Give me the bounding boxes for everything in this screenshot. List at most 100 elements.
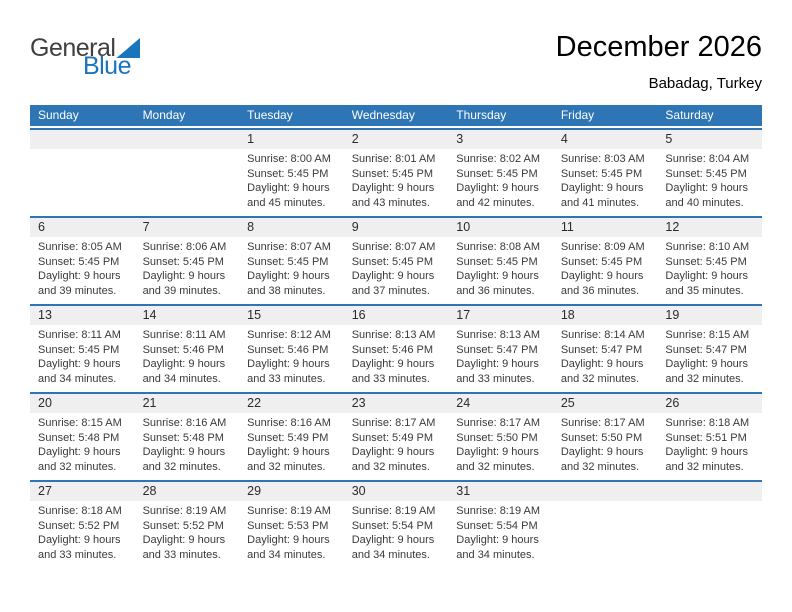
daylight-text: Daylight: 9 hours and 33 minutes. <box>247 358 330 385</box>
calendar-cell-empty <box>30 130 135 216</box>
sunset-text: Sunset: 5:45 PM <box>456 255 538 268</box>
calendar-cell-day-3: 3 Sunrise: 8:02 AM Sunset: 5:45 PM Daylight… <box>448 130 553 216</box>
sunrise-text: Sunrise: 8:02 AM <box>456 153 541 165</box>
weekday-header-sunday: Sunday <box>38 108 79 122</box>
calendar-table: Sunday Monday Tuesday Wednesday Thursday Frid… <box>30 105 762 568</box>
calendar-cell-day-31: 31 Sunrise: 8:19 AM Sunset: 5:54 PM Dayligh… <box>448 482 553 568</box>
day-number: 20 <box>30 394 135 413</box>
weekday-header-tuesday: Tuesday <box>247 108 293 122</box>
sunset-text: Sunset: 5:48 PM <box>142 431 224 444</box>
day-details: Sunrise: 8:01 AM Sunset: 5:45 PM Daylight:… <box>344 149 449 210</box>
day-number: 6 <box>30 218 135 237</box>
sunrise-text: Sunrise: 8:17 AM <box>456 417 541 429</box>
sunset-text: Sunset: 5:53 PM <box>247 519 329 532</box>
daylight-text: Daylight: 9 hours and 32 minutes. <box>142 446 226 473</box>
sunset-text: Sunset: 5:45 PM <box>38 343 120 356</box>
week-row: 27 Sunrise: 8:18 AM Sunset: 5:52 PM Dayligh… <box>30 480 762 568</box>
sunset-text: Sunset: 5:52 PM <box>38 519 120 532</box>
weekday-header-friday: Friday <box>560 108 595 122</box>
daylight-text: Daylight: 9 hours and 45 minutes. <box>247 182 330 209</box>
daylight-text: Daylight: 9 hours and 40 minutes. <box>665 182 748 209</box>
daylight-text: Daylight: 9 hours and 34 minutes. <box>351 534 435 561</box>
day-number: 10 <box>448 218 553 237</box>
day-details: Sunrise: 8:10 AM Sunset: 5:45 PM Daylight:… <box>657 237 762 298</box>
sunrise-text: Sunrise: 8:01 AM <box>351 153 436 165</box>
sunrise-text: Sunrise: 8:18 AM <box>665 417 750 429</box>
sunrise-text: Sunrise: 8:10 AM <box>665 241 750 253</box>
calendar-cell-day-29: 29 Sunrise: 8:19 AM Sunset: 5:53 PM Dayligh… <box>239 482 344 568</box>
sunset-text: Sunset: 5:45 PM <box>665 255 747 268</box>
day-details: Sunrise: 8:00 AM Sunset: 5:45 PM Daylight:… <box>239 149 344 210</box>
day-number: 2 <box>343 130 449 149</box>
day-number: 7 <box>134 218 240 237</box>
sunrise-text: Sunrise: 8:15 AM <box>38 417 122 429</box>
daylight-text: Daylight: 9 hours and 34 minutes. <box>142 358 226 385</box>
sunset-text: Sunset: 5:54 PM <box>351 519 434 532</box>
sunrise-text: Sunrise: 8:17 AM <box>560 417 645 429</box>
calendar-cell-day-28: 28 Sunrise: 8:19 AM Sunset: 5:52 PM Dayligh… <box>134 482 240 568</box>
day-number: 29 <box>239 482 344 501</box>
sunrise-text: Sunrise: 8:09 AM <box>560 241 645 253</box>
calendar-cell-day-14: 14 Sunrise: 8:11 AM Sunset: 5:46 PM Dayligh… <box>134 306 240 392</box>
day-details: Sunrise: 8:07 AM Sunset: 5:45 PM Daylight:… <box>344 237 449 298</box>
day-number: 28 <box>134 482 240 501</box>
day-details: Sunrise: 8:02 AM Sunset: 5:45 PM Daylight:… <box>448 149 553 210</box>
day-details: Sunrise: 8:19 AM Sunset: 5:54 PM Daylight:… <box>344 501 449 562</box>
sunrise-text: Sunrise: 8:13 AM <box>456 329 541 341</box>
calendar-cell-day-7: 7 Sunrise: 8:06 AM Sunset: 5:45 PM Daylight… <box>134 218 240 304</box>
weekday-header-monday: Monday <box>142 108 186 122</box>
sunrise-text: Sunrise: 8:06 AM <box>142 241 227 253</box>
daylight-text: Daylight: 9 hours and 33 minutes. <box>351 358 435 385</box>
sunset-text: Sunset: 5:45 PM <box>560 255 643 268</box>
sunrise-text: Sunrise: 8:04 AM <box>665 153 750 165</box>
day-number: 9 <box>343 218 449 237</box>
daylight-text: Daylight: 9 hours and 32 minutes. <box>560 446 644 473</box>
week-row: 13 Sunrise: 8:11 AM Sunset: 5:45 PM Dayligh… <box>30 304 762 392</box>
day-number: 8 <box>239 218 344 237</box>
daylight-text: Daylight: 9 hours and 32 minutes. <box>247 446 330 473</box>
sunset-text: Sunset: 5:52 PM <box>142 519 224 532</box>
day-details: Sunrise: 8:13 AM Sunset: 5:47 PM Daylight:… <box>448 325 553 386</box>
sunset-text: Sunset: 5:46 PM <box>247 343 329 356</box>
sunset-text: Sunset: 5:46 PM <box>351 343 434 356</box>
daylight-text: Daylight: 9 hours and 34 minutes. <box>456 534 539 561</box>
day-details: Sunrise: 8:13 AM Sunset: 5:46 PM Daylight:… <box>344 325 449 386</box>
daylight-text: Daylight: 9 hours and 32 minutes. <box>38 446 121 473</box>
day-details: Sunrise: 8:15 AM Sunset: 5:48 PM Daylight:… <box>30 413 135 474</box>
day-number: 18 <box>552 306 658 325</box>
calendar-cell-day-19: 19 Sunrise: 8:15 AM Sunset: 5:47 PM Dayligh… <box>657 306 762 392</box>
sunset-text: Sunset: 5:50 PM <box>456 431 538 444</box>
calendar-cell-day-16: 16 Sunrise: 8:13 AM Sunset: 5:46 PM Dayligh… <box>343 306 449 392</box>
calendar-cell-day-1: 1 Sunrise: 8:00 AM Sunset: 5:45 PM Daylight… <box>239 130 344 216</box>
sunrise-text: Sunrise: 8:05 AM <box>38 241 122 253</box>
day-number: 23 <box>343 394 449 413</box>
day-number: 3 <box>448 130 553 149</box>
sunset-text: Sunset: 5:45 PM <box>560 167 643 180</box>
sunrise-text: Sunrise: 8:07 AM <box>351 241 436 253</box>
weekday-header-row: Sunday Monday Tuesday Wednesday Thursday Frid… <box>30 105 762 126</box>
sunrise-text: Sunrise: 8:00 AM <box>247 153 331 165</box>
daylight-text: Daylight: 9 hours and 36 minutes. <box>560 270 644 297</box>
day-details: Sunrise: 8:11 AM Sunset: 5:46 PM Daylight:… <box>135 325 240 386</box>
calendar-cell-day-23: 23 Sunrise: 8:17 AM Sunset: 5:49 PM Dayligh… <box>343 394 449 480</box>
page-title: December 2026 <box>555 31 762 63</box>
calendar-cell-day-25: 25 Sunrise: 8:17 AM Sunset: 5:50 PM Dayligh… <box>552 394 658 480</box>
calendar-cell-day-15: 15 Sunrise: 8:12 AM Sunset: 5:46 PM Dayligh… <box>239 306 344 392</box>
day-details: Sunrise: 8:19 AM Sunset: 5:54 PM Daylight:… <box>448 501 553 562</box>
weekday-header-thursday: Thursday <box>456 108 507 122</box>
day-details: Sunrise: 8:05 AM Sunset: 5:45 PM Daylight:… <box>30 237 135 298</box>
week-row: 6 Sunrise: 8:05 AM Sunset: 5:45 PM Daylight… <box>30 216 762 304</box>
day-details: Sunrise: 8:17 AM Sunset: 5:49 PM Daylight:… <box>344 413 449 474</box>
calendar-cell-empty <box>134 130 240 216</box>
general-blue-logo: General Blue <box>30 36 140 79</box>
logo-text-general: General <box>30 34 116 62</box>
sunset-text: Sunset: 5:45 PM <box>351 255 434 268</box>
day-details: Sunrise: 8:18 AM Sunset: 5:51 PM Daylight:… <box>657 413 762 474</box>
calendar-cell-day-20: 20 Sunrise: 8:15 AM Sunset: 5:48 PM Dayligh… <box>30 394 135 480</box>
calendar-weeks: 1 Sunrise: 8:00 AM Sunset: 5:45 PM Daylight… <box>30 128 762 568</box>
day-number <box>657 482 762 501</box>
day-number: 1 <box>239 130 344 149</box>
sunset-text: Sunset: 5:49 PM <box>247 431 329 444</box>
day-details: Sunrise: 8:16 AM Sunset: 5:48 PM Daylight:… <box>135 413 240 474</box>
sunset-text: Sunset: 5:47 PM <box>665 343 747 356</box>
